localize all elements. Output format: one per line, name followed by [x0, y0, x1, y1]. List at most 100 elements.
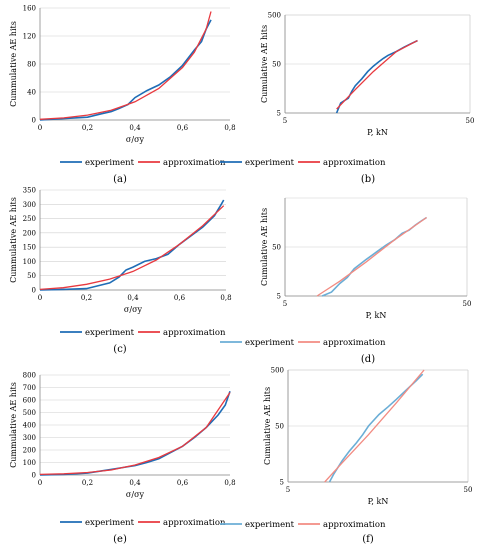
y-tick-label: 50: [272, 244, 281, 252]
x-tick-label: 50: [463, 300, 472, 308]
legend: experiment approximation: [220, 158, 386, 168]
x-tick-label: 0,4: [129, 479, 141, 487]
y-tick-label: 700: [23, 384, 36, 392]
x-tick-label: 0: [38, 294, 42, 302]
x-tick-label: 5: [283, 300, 287, 308]
chart-panel-d: 5 50 5 50 P, kN Cumulative AE hits experiment a…: [220, 197, 472, 365]
x-tick-label: 5: [283, 117, 287, 125]
x-tick-label: 0,8: [220, 294, 231, 302]
x-tick-label: 0,6: [177, 479, 189, 487]
y-axis-label: Cummulative AE hits: [9, 197, 18, 283]
series-line-approximation: [316, 216, 427, 297]
x-tick-label: 0: [38, 124, 42, 132]
y-tick-label: 5: [277, 110, 281, 118]
y-axis-label: Cummulative AE hits: [9, 21, 18, 107]
x-tick-label: 0: [38, 479, 42, 487]
legend: experiment approximation: [60, 158, 226, 168]
series-line-approximation: [39, 392, 231, 476]
x-axis-label: P, kN: [366, 311, 387, 320]
x-tick-label: 0,4: [129, 124, 141, 132]
panel-label-b: (b): [361, 174, 375, 185]
legend-label-approximation: approximation: [323, 520, 386, 530]
x-tick-label: 50: [464, 486, 473, 494]
y-axis-label: Cumulative AE hits: [263, 387, 272, 465]
y-tick-label: 120: [23, 33, 36, 41]
series-line-experiment: [328, 373, 424, 483]
y-tick-label: 150: [23, 244, 36, 252]
y-tick-label: 500: [271, 367, 284, 375]
series-line-approximation: [39, 205, 225, 291]
y-axis-label: Cumulative AE hits: [260, 208, 269, 286]
y-tick-label: 50: [275, 423, 284, 431]
series-line-approximation: [39, 11, 212, 120]
panel-label-f: (f): [362, 534, 374, 545]
chart-panel-b: 5 50 500 5 50 P, kN Cumulative AE hits experime…: [220, 12, 475, 185]
y-tick-label: 500: [268, 12, 281, 20]
x-tick-label: 0,2: [81, 294, 92, 302]
legend-label-approximation: approximation: [163, 158, 226, 168]
chart-panel-f: 5 50 500 5 50 P, kN Cumulative AE hits experime…: [220, 367, 473, 545]
x-axis-label: σ/σy: [124, 305, 143, 314]
y-tick-label: 50: [272, 61, 281, 69]
x-axis-label: P, kN: [368, 497, 389, 506]
x-axis-label: σ/σy: [126, 490, 145, 499]
y-tick-label: 0: [32, 117, 36, 125]
chart-panel-a: 0 40 80 120 160 0 0,2 0,4 0,6 0,8 σ/σy Cummulative …: [9, 5, 236, 186]
legend-label-approximation: approximation: [163, 518, 226, 528]
panel-label-d: (d): [361, 354, 375, 365]
legend-label-approximation: approximation: [163, 328, 226, 338]
x-axis-label: P, kN: [367, 128, 388, 137]
y-tick-label: 200: [23, 447, 36, 455]
legend-label-approximation: approximation: [323, 338, 386, 348]
series-line-approximation: [324, 369, 425, 483]
x-tick-label: 0,6: [174, 294, 186, 302]
legend-label-experiment: experiment: [85, 158, 135, 168]
y-axis-label: Cumulative AE hits: [260, 25, 269, 103]
y-tick-label: 300: [23, 434, 36, 442]
y-tick-label: 50: [27, 272, 36, 280]
y-tick-label: 800: [23, 372, 36, 380]
series-line-experiment: [321, 216, 428, 297]
y-tick-label: 100: [23, 258, 36, 266]
y-tick-label: 40: [27, 89, 36, 97]
y-tick-label: 5: [277, 293, 281, 301]
legend-label-approximation: approximation: [323, 158, 386, 168]
legend-label-experiment: experiment: [85, 328, 135, 338]
series-line-approximation: [336, 40, 418, 110]
x-tick-label: 0,2: [82, 124, 93, 132]
y-tick-label: 80: [27, 61, 36, 69]
x-tick-label: 0,6: [177, 124, 189, 132]
x-tick-label: 0,2: [82, 479, 93, 487]
chart-panel-e: 0 100 200 300 400 500 600 700 800 0 0,2 0,4 0,6 0,8 σ/…: [9, 372, 236, 546]
x-tick-label: 50: [466, 117, 475, 125]
y-tick-label: 200: [23, 229, 36, 237]
y-axis-label: Cummulative AE hits: [9, 382, 18, 468]
x-tick-label: 0,4: [127, 294, 139, 302]
legend: experiment approximation: [60, 518, 226, 528]
panel-label-a: (a): [113, 174, 127, 185]
y-tick-label: 600: [23, 397, 36, 405]
x-tick-label: 0,8: [224, 124, 235, 132]
series-line-experiment: [39, 199, 225, 291]
y-tick-label: 300: [23, 201, 36, 209]
y-tick-label: 250: [23, 215, 36, 223]
series-line-experiment: [335, 39, 418, 114]
legend: experiment approximation: [60, 328, 226, 338]
y-tick-label: 5: [280, 479, 284, 487]
legend: experiment approximation: [220, 520, 386, 530]
y-tick-label: 400: [23, 422, 36, 430]
panel-label-c: (c): [113, 344, 127, 355]
panel-label-e: (e): [113, 534, 127, 545]
chart-panel-c: 0 50 100 150 200 250 300 350 0 0,2 0,4 0,6 0,8 σ/σy Cu…: [9, 187, 232, 356]
y-tick-label: 350: [23, 187, 36, 195]
legend-label-experiment: experiment: [245, 158, 295, 168]
legend-label-experiment: experiment: [85, 518, 135, 528]
legend: experiment approximation: [220, 338, 386, 348]
x-tick-label: 0,8: [224, 479, 235, 487]
legend-label-experiment: experiment: [245, 338, 295, 348]
y-tick-label: 100: [23, 459, 36, 467]
y-tick-label: 0: [32, 472, 36, 480]
legend-label-experiment: experiment: [245, 520, 295, 530]
